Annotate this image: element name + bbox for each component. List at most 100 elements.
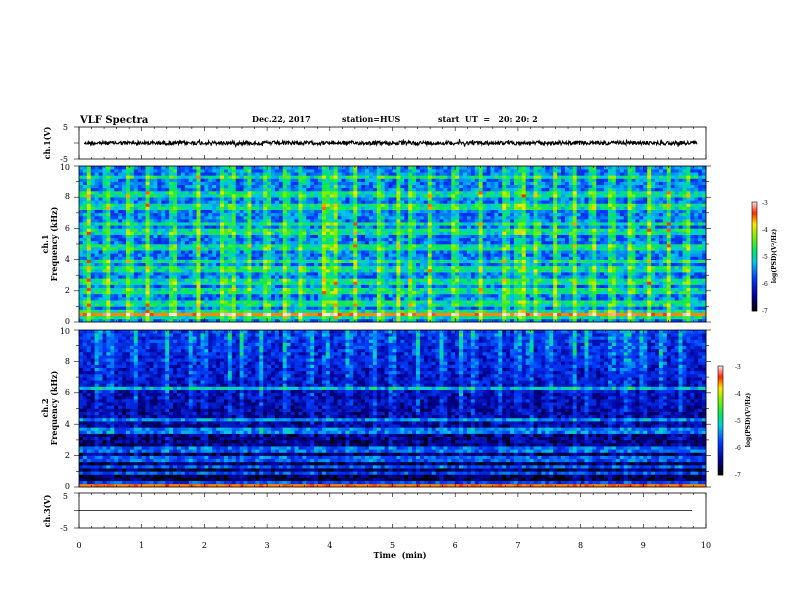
spectrogram-cell xyxy=(161,253,166,257)
spectrogram-cell xyxy=(314,281,319,285)
spectrogram-cell xyxy=(412,256,417,260)
spectrogram-cell xyxy=(204,234,209,239)
spectrogram-cell xyxy=(427,265,432,270)
spectrogram-cell xyxy=(435,190,440,195)
spectrogram-cell xyxy=(443,184,448,189)
spectrogram-cell xyxy=(325,312,331,317)
spectrogram-cell xyxy=(129,237,135,242)
spectrogram-cell xyxy=(318,212,323,217)
spectrogram-cell xyxy=(216,268,221,273)
spectrogram-cell xyxy=(345,206,350,210)
spectrogram-cell xyxy=(243,297,248,301)
spectrogram-cell xyxy=(153,184,158,189)
spectrogram-cell xyxy=(243,250,248,254)
spectrogram-cell xyxy=(86,297,92,301)
spectrogram-cell xyxy=(255,306,260,310)
spectrogram-cell xyxy=(455,175,460,179)
spectrogram-cell xyxy=(200,290,205,295)
spectrogram-cell xyxy=(180,259,186,264)
spectrogram-cell xyxy=(180,306,186,310)
spectrogram-cell xyxy=(231,231,237,235)
spectrogram-cell xyxy=(416,225,421,229)
spectrogram-cell xyxy=(161,306,166,310)
spectrogram-cell xyxy=(388,293,393,298)
spectrogram-cell xyxy=(357,219,362,223)
spectrogram-cell xyxy=(165,259,170,264)
spectrogram-cell xyxy=(184,172,190,176)
spectrogram-cell xyxy=(176,287,182,292)
spectrogram-cell xyxy=(329,303,335,307)
spectrogram-cell xyxy=(294,306,299,310)
spectrogram-cell xyxy=(306,284,311,288)
spectrogram-cell xyxy=(247,237,252,242)
spectrogram-cell xyxy=(388,287,393,292)
spectrogram-cell xyxy=(282,200,287,204)
spectrogram-cell xyxy=(90,256,95,260)
spectrogram-cell xyxy=(165,228,170,232)
spectrogram-cell xyxy=(392,312,397,317)
spectrogram-cell xyxy=(310,275,315,279)
spectrogram-cell xyxy=(145,268,150,273)
spectrogram-cell xyxy=(376,172,382,176)
spectrogram-cell xyxy=(376,315,382,320)
spectrogram-cell xyxy=(255,297,260,301)
spectrogram-cell xyxy=(271,222,276,226)
spectrogram-cell xyxy=(247,169,252,173)
spectrogram-cell xyxy=(173,256,178,260)
spectrogram-cell xyxy=(290,203,295,207)
spectrogram-cell xyxy=(455,253,460,257)
spectrogram-cell xyxy=(404,212,409,217)
spectrogram-cell xyxy=(286,187,291,192)
spectrogram-cell xyxy=(290,244,295,248)
spectrogram-cell xyxy=(263,315,268,320)
spectrogram-cell xyxy=(408,184,413,189)
spectrogram-cell xyxy=(274,206,280,210)
spectrogram-cell xyxy=(365,278,370,282)
spectrogram-cell xyxy=(423,240,429,245)
spectrogram-cell xyxy=(459,231,464,235)
spectrogram-cell xyxy=(243,169,248,173)
spectrogram-cell xyxy=(278,169,284,173)
spectrogram-cell xyxy=(447,303,452,307)
spectrogram-cell xyxy=(274,268,280,273)
spectrogram-cell xyxy=(94,244,99,248)
spectrogram-cell xyxy=(102,281,107,285)
spectrogram-cell xyxy=(412,278,417,282)
spectrogram-cell xyxy=(173,318,178,323)
spectrogram-cell xyxy=(321,200,327,204)
spectrogram-cell xyxy=(459,306,464,310)
spectrogram-cell xyxy=(321,284,327,288)
spectrogram-cell xyxy=(384,278,389,282)
spectrogram-cell xyxy=(86,231,92,235)
spectrogram-cell xyxy=(94,169,99,173)
spectrogram-cell xyxy=(349,253,354,257)
spectrogram-cell xyxy=(212,312,217,317)
spectrogram-cell xyxy=(349,184,354,189)
spectrogram-cell xyxy=(294,275,299,279)
spectrogram-cell xyxy=(286,172,291,176)
spectrogram-cell xyxy=(192,290,197,295)
spectrogram-cell xyxy=(204,297,209,301)
spectrogram-cell xyxy=(333,197,338,201)
spectrogram-cell xyxy=(267,206,272,210)
spectrogram-cell xyxy=(376,212,382,217)
spectrogram-cell xyxy=(286,169,291,173)
spectrogram-cell xyxy=(318,278,323,282)
spectrogram-cell xyxy=(263,309,268,313)
spectrogram-cell xyxy=(118,315,123,320)
spectrogram-cell xyxy=(176,309,182,313)
spectrogram-cell xyxy=(90,187,95,192)
spectrogram-cell xyxy=(314,234,319,239)
spectrogram-cell xyxy=(82,247,88,251)
spectrogram-cell xyxy=(243,203,248,207)
spectrogram-cell xyxy=(169,253,174,257)
spectrogram-cell xyxy=(431,184,436,189)
spectrogram-cell xyxy=(204,278,209,282)
spectrogram-cell xyxy=(90,306,95,310)
spectrogram-cell xyxy=(337,253,342,257)
spectrogram-cell xyxy=(333,250,338,254)
spectrogram-cell xyxy=(82,290,88,295)
spectrogram-cell xyxy=(169,262,174,267)
spectrogram-cell xyxy=(396,209,401,214)
spectrogram-cell xyxy=(184,293,190,298)
